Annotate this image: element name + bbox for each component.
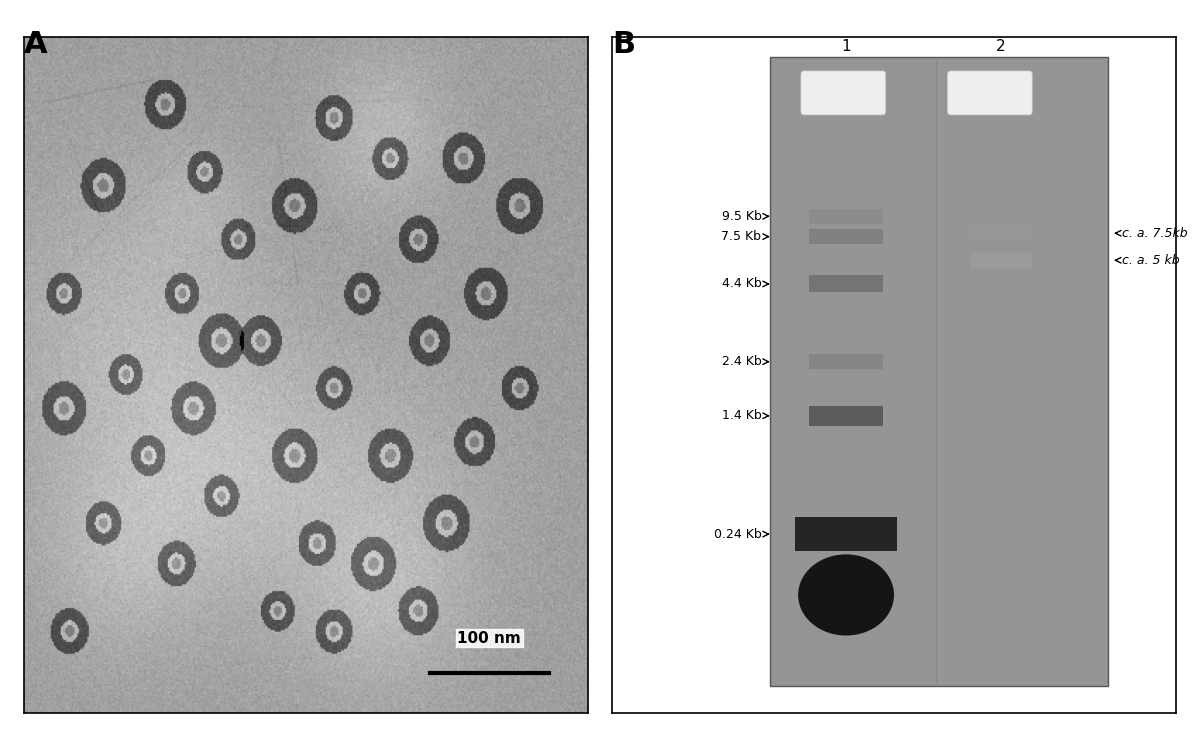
Bar bbox=[809, 276, 883, 293]
Text: A: A bbox=[24, 30, 48, 59]
Bar bbox=[770, 57, 1109, 687]
Text: 0.24 Kb: 0.24 Kb bbox=[714, 528, 762, 541]
FancyBboxPatch shape bbox=[800, 71, 886, 115]
Text: 100 nm: 100 nm bbox=[457, 631, 521, 646]
Bar bbox=[970, 226, 1032, 241]
Text: 4.4 Kb: 4.4 Kb bbox=[721, 277, 762, 291]
Text: 2: 2 bbox=[996, 39, 1006, 54]
Bar bbox=[796, 517, 896, 551]
FancyBboxPatch shape bbox=[948, 71, 1032, 115]
Ellipse shape bbox=[798, 554, 894, 635]
Bar bbox=[809, 406, 883, 426]
Bar bbox=[970, 253, 1032, 267]
Text: c. a. 5 kb: c. a. 5 kb bbox=[1122, 254, 1180, 267]
Text: 2.4 Kb: 2.4 Kb bbox=[721, 355, 762, 369]
Bar bbox=[809, 209, 883, 224]
Bar bbox=[809, 354, 883, 369]
Text: c. a. 7.5kb: c. a. 7.5kb bbox=[1122, 227, 1188, 240]
Bar bbox=[809, 229, 883, 244]
Text: 9.5 Kb: 9.5 Kb bbox=[721, 210, 762, 223]
Text: 7.5 Kb: 7.5 Kb bbox=[721, 230, 762, 243]
Text: B: B bbox=[612, 30, 635, 59]
Text: 1.4 Kb: 1.4 Kb bbox=[721, 409, 762, 422]
Text: 1: 1 bbox=[841, 39, 851, 54]
